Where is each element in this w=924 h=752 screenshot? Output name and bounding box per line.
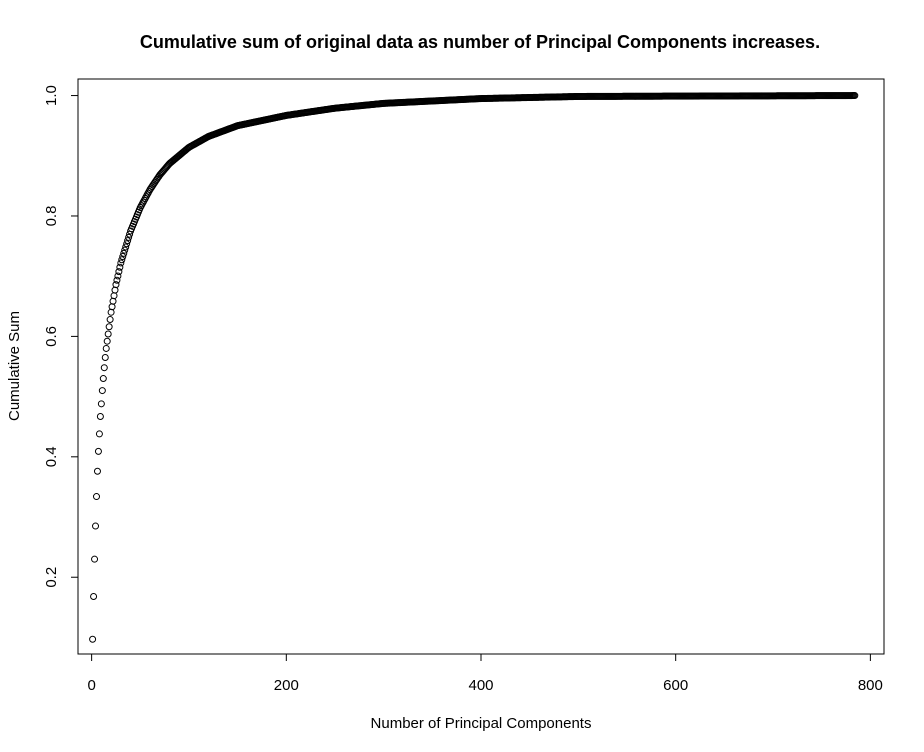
data-point: [125, 233, 133, 241]
x-tick-label: 200: [274, 677, 299, 694]
x-axis-label: Number of Principal Components: [371, 715, 592, 732]
data-point: [92, 522, 100, 530]
data-point: [851, 92, 859, 100]
data-point: [120, 249, 128, 257]
x-tick-label: 600: [663, 677, 688, 694]
y-tick-label: 0.2: [43, 567, 60, 588]
data-point: [91, 555, 99, 563]
data-point: [118, 256, 126, 264]
data-point: [100, 364, 108, 372]
plot-frame: [77, 78, 885, 655]
data-point: [106, 316, 114, 324]
y-tick-label: 0.8: [43, 206, 60, 227]
y-tick-label: 1.0: [43, 85, 60, 106]
data-point: [117, 259, 125, 267]
y-axis: 0.2 0.4 0.6 0.8 1.0: [43, 85, 79, 588]
data-point: [111, 286, 119, 294]
x-tick-label: 0: [87, 677, 95, 694]
data-point: [119, 253, 127, 261]
x-tick-label: 800: [858, 677, 883, 694]
data-points: [89, 92, 859, 643]
data-point: [116, 263, 124, 271]
y-tick-label: 0.6: [43, 326, 60, 347]
data-point: [109, 297, 117, 305]
data-point: [101, 353, 109, 361]
data-point: [93, 493, 100, 501]
data-point: [94, 447, 102, 455]
chart-title: Cumulative sum of original data as numbe…: [140, 32, 820, 52]
x-axis: 0 200 400 600 800: [87, 653, 883, 694]
data-point: [95, 430, 103, 438]
data-point: [90, 593, 98, 600]
data-point: [105, 323, 113, 331]
y-tick-label: 0.4: [43, 446, 60, 467]
data-point: [103, 337, 111, 345]
data-point: [89, 635, 97, 643]
data-point: [104, 330, 112, 338]
data-point: [97, 400, 105, 408]
y-axis-label: Cumulative Sum: [6, 311, 23, 421]
data-point: [107, 308, 115, 316]
data-point: [98, 387, 106, 395]
data-point: [123, 240, 131, 248]
data-point: [93, 467, 101, 475]
data-point: [112, 281, 120, 289]
data-point: [114, 272, 122, 280]
data-point: [108, 303, 116, 311]
data-point: [124, 237, 132, 245]
x-tick-label: 400: [468, 677, 493, 694]
data-point: [110, 292, 118, 300]
data-point: [102, 344, 110, 352]
data-point: [115, 268, 123, 276]
data-point: [121, 246, 129, 254]
data-point: [96, 412, 104, 420]
data-point: [99, 375, 107, 383]
data-point: [122, 243, 130, 251]
data-point: [113, 276, 121, 284]
